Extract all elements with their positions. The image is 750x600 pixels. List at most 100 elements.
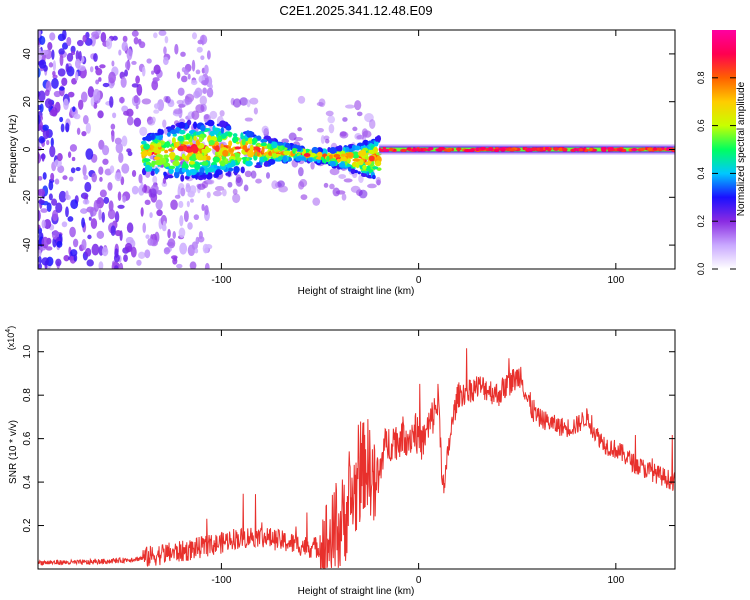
- noise-blob: [117, 191, 122, 201]
- signal-blob: [215, 170, 219, 178]
- noise-blob: [46, 202, 52, 212]
- spectrogram-x-label: Height of straight line (km): [298, 286, 415, 297]
- haze-blob: [221, 188, 227, 197]
- haze-blob: [227, 181, 233, 188]
- colorbar-ticks: 0.0 0.2 0.4 0.6 0.8: [696, 72, 736, 275]
- noise-blob: [183, 210, 189, 223]
- noise-blob: [66, 52, 74, 62]
- noise-blob: [83, 175, 89, 181]
- haze-blob: [191, 110, 200, 120]
- noise-blob: [97, 110, 104, 119]
- noise-blob: [67, 91, 75, 98]
- haze-blob: [184, 96, 193, 105]
- tone-peak: [508, 148, 516, 152]
- colorbar-gradient: [712, 30, 736, 269]
- noise-blob: [41, 153, 45, 162]
- noise-blob: [86, 206, 94, 213]
- noise-blob: [51, 198, 58, 206]
- signal-blob: [340, 153, 348, 157]
- noise-blob: [167, 238, 176, 249]
- noise-blob: [93, 53, 98, 62]
- signal-blob: [180, 174, 185, 182]
- noise-blob: [206, 50, 211, 60]
- signal-blob: [336, 158, 341, 163]
- noise-blob: [152, 77, 160, 82]
- haze-blob: [205, 179, 215, 185]
- haze-blob: [212, 190, 222, 197]
- noise-blob: [174, 194, 181, 199]
- signal-blob: [153, 146, 160, 154]
- noise-blob: [172, 231, 176, 239]
- noise-blob: [180, 75, 188, 83]
- signal-blob: [295, 156, 302, 162]
- noise-blob: [90, 96, 95, 107]
- signal-blob: [186, 148, 194, 153]
- noise-blob: [66, 36, 72, 47]
- noise-blob: [38, 114, 41, 125]
- signal-blob: [247, 137, 253, 145]
- noise-blob: [162, 56, 169, 66]
- signal-blob: [230, 160, 236, 167]
- haze-blob: [281, 138, 290, 144]
- noise-blob: [70, 199, 79, 210]
- noise-blob: [121, 105, 129, 113]
- noise-blob: [38, 67, 41, 78]
- haze-blob: [244, 170, 252, 178]
- signal-blob: [279, 144, 283, 152]
- noise-blob: [145, 234, 150, 239]
- y-tick-label: -20: [22, 190, 33, 205]
- noise-blob: [193, 214, 200, 221]
- signal-blob: [174, 167, 180, 173]
- noise-blob: [164, 35, 169, 44]
- noise-blob: [38, 199, 45, 204]
- snr-x-ticks: -100 0 100: [211, 330, 625, 586]
- tone-peak: [450, 147, 455, 152]
- signal-blob: [145, 135, 153, 142]
- noise-blob: [80, 91, 88, 103]
- spectrogram-y-ticks: -40 -20 0 20 40: [22, 48, 675, 252]
- noise-blob: [194, 87, 203, 98]
- tone-peak: [657, 148, 663, 152]
- noise-blob: [123, 254, 128, 262]
- signal-blob: [329, 160, 336, 167]
- noise-blob: [49, 32, 56, 41]
- noise-blob: [63, 98, 69, 111]
- noise-blob: [122, 195, 127, 203]
- tone-peak: [500, 148, 506, 152]
- noise-blob: [162, 220, 167, 231]
- signal-blob: [193, 135, 197, 141]
- haze-blob: [350, 185, 361, 193]
- noise-blob: [76, 127, 81, 135]
- signal-blob: [168, 167, 174, 175]
- noise-blob: [54, 178, 60, 185]
- signal-blob: [232, 133, 238, 138]
- noise-blob: [118, 262, 124, 269]
- noise-blob: [141, 66, 146, 77]
- noise-blob: [101, 246, 109, 257]
- haze-blob: [249, 97, 259, 105]
- haze-blob: [253, 107, 258, 115]
- signal-blob: [240, 132, 244, 140]
- noise-blob: [124, 242, 133, 253]
- signal-blob: [171, 137, 176, 144]
- noise-blob: [74, 71, 79, 82]
- tone-peak: [666, 147, 671, 151]
- noise-blob: [62, 42, 69, 50]
- colorbar-label: Normalized spectral amplitude: [736, 81, 747, 216]
- haze-blob: [335, 190, 346, 195]
- noise-blob: [190, 198, 194, 203]
- noise-blob: [185, 184, 191, 193]
- noise-blob: [124, 69, 128, 77]
- noise-blob: [133, 94, 139, 104]
- haze-blob: [298, 167, 304, 177]
- signal-blob: [179, 129, 186, 135]
- noise-blob: [189, 185, 197, 195]
- noise-blob: [201, 79, 209, 86]
- haze-blob: [244, 117, 253, 122]
- haze-blob: [341, 193, 347, 201]
- signal-blob: [195, 153, 204, 160]
- haze-blob: [327, 115, 336, 124]
- signal-blob: [170, 124, 176, 129]
- signal-blob: [219, 160, 226, 167]
- tone-peak: [417, 148, 422, 152]
